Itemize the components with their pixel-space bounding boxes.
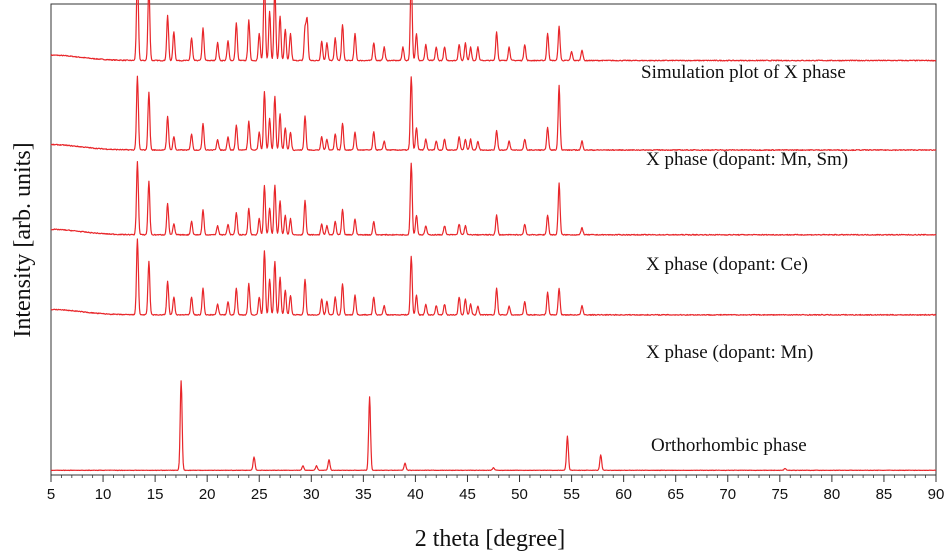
x-tick-label: 70 — [719, 486, 736, 503]
series-label-layer: Simulation plot of X phase X phase (dopan… — [641, 62, 848, 456]
x-tick-label: 60 — [615, 486, 632, 503]
series-line — [50, 238, 937, 316]
x-tick-label: 50 — [511, 486, 528, 503]
x-tick-label: 10 — [95, 486, 112, 503]
series-layer — [50, 0, 937, 472]
series-line — [50, 0, 937, 62]
series-label: Simulation plot of X phase — [641, 62, 846, 83]
x-axis-title: 2 theta [degree] — [415, 526, 566, 552]
x-tick-label: 35 — [355, 486, 372, 503]
series-label: X phase (dopant: Mn, Sm) — [646, 149, 848, 170]
x-tick-label: 45 — [459, 486, 476, 503]
x-tick-label: 15 — [147, 486, 164, 503]
x-tick-label: 55 — [563, 486, 580, 503]
x-tick-label: 40 — [407, 486, 424, 503]
x-tick-label: 25 — [251, 486, 268, 503]
series-line — [50, 75, 937, 152]
series-label: X phase (dopant: Ce) — [646, 254, 808, 275]
x-tick-label: 75 — [771, 486, 788, 503]
x-tick-label: 20 — [199, 486, 216, 503]
series-label: X phase (dopant: Mn) — [646, 342, 813, 363]
x-tick-label: 5 — [47, 486, 55, 503]
x-tick-label: 80 — [824, 486, 841, 503]
x-tick-label: 65 — [667, 486, 684, 503]
x-tick-label: 30 — [303, 486, 320, 503]
x-tick-label: 85 — [876, 486, 893, 503]
series-line — [50, 380, 937, 472]
x-axis: 5 10 15 20 25 30 35 40 45 50 55 60 65 70 75 80 85 90 — [47, 475, 945, 503]
x-tick-label: 90 — [928, 486, 945, 503]
plot-frame — [50, 3, 937, 476]
series-label: Orthorhombic phase — [651, 435, 807, 456]
series-line — [50, 161, 937, 236]
y-axis-title: Intensity [arb. units] — [10, 142, 36, 337]
